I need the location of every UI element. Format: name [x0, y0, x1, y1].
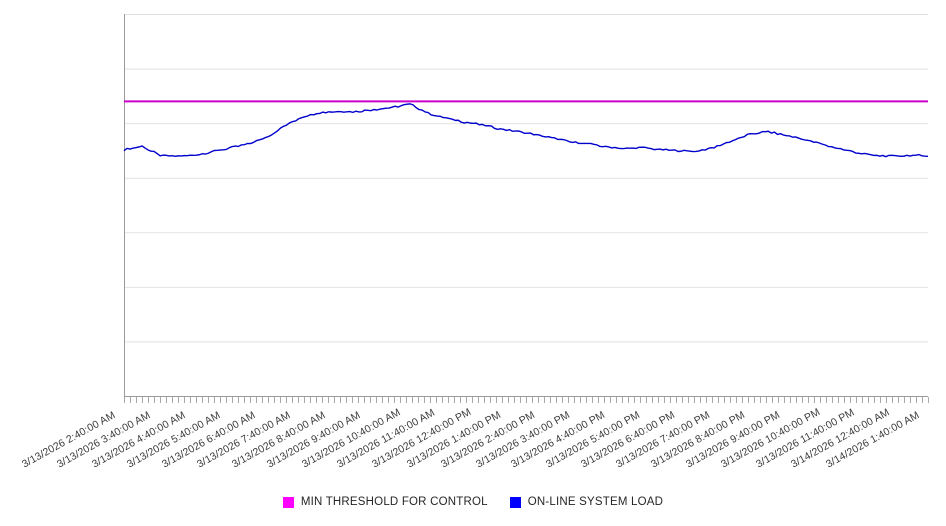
chart-legend: MIN THRESHOLD FOR CONTROL ON-LINE SYSTEM…	[0, 496, 946, 508]
legend-label-online-system-load: ON-LINE SYSTEM LOAD	[527, 496, 664, 508]
legend-item-online-system-load[interactable]: ON-LINE SYSTEM LOAD	[509, 496, 664, 508]
legend-label-min-threshold: MIN THRESHOLD FOR CONTROL	[300, 496, 488, 508]
legend-swatch-blue	[509, 496, 521, 508]
x-axis-minor-ticks	[124, 397, 929, 403]
online-system-load-line	[123, 103, 929, 158]
gridlines-group	[124, 14, 928, 397]
legend-swatch-magenta	[282, 496, 294, 508]
legend-item-min-threshold[interactable]: MIN THRESHOLD FOR CONTROL	[282, 496, 488, 508]
